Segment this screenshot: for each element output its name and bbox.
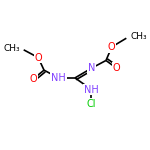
Text: Cl: Cl — [87, 99, 96, 109]
Text: NH: NH — [84, 84, 99, 94]
Text: O: O — [34, 52, 42, 63]
Text: NH: NH — [51, 73, 66, 83]
Text: O: O — [30, 74, 37, 84]
Text: O: O — [113, 63, 120, 73]
Text: N: N — [88, 63, 95, 73]
Text: O: O — [108, 42, 116, 52]
Text: CH₃: CH₃ — [3, 44, 20, 53]
Text: CH₃: CH₃ — [130, 32, 147, 41]
